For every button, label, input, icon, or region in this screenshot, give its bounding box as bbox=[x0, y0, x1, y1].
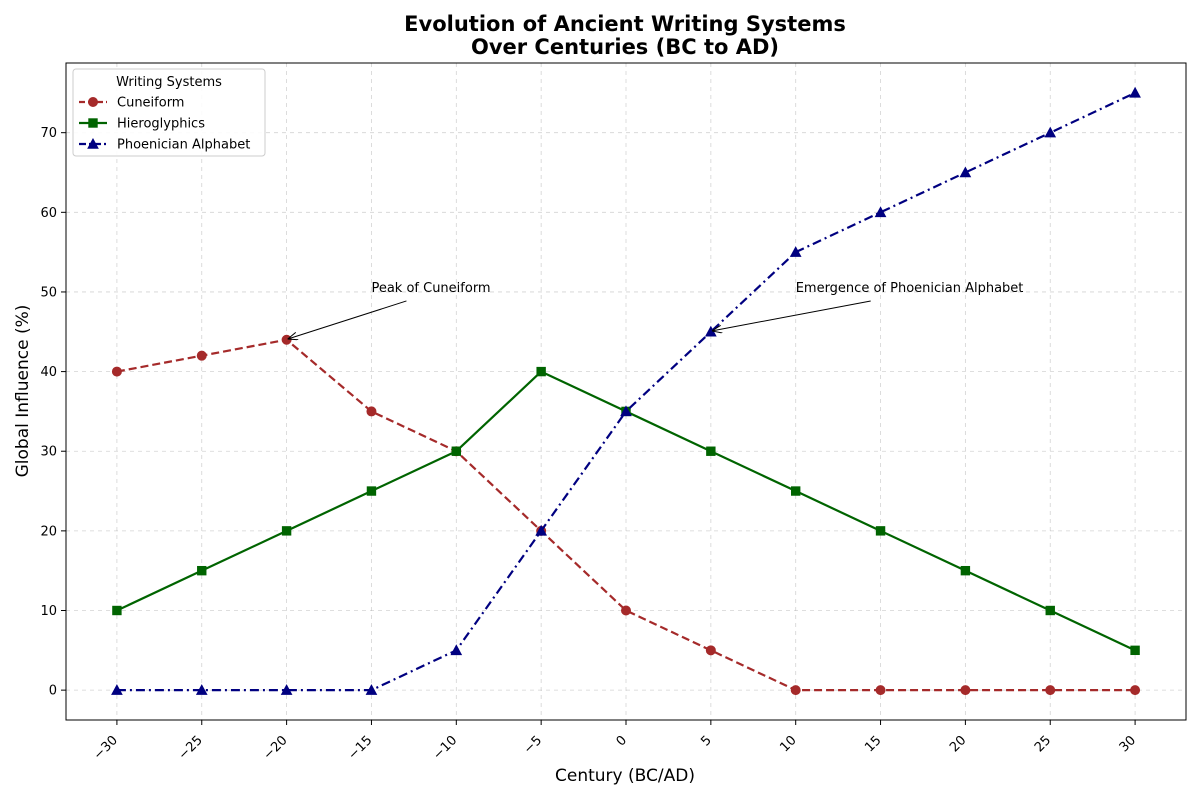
x-tick-label: −10 bbox=[430, 733, 460, 763]
data-point bbox=[621, 605, 631, 616]
data-point bbox=[197, 565, 207, 576]
data-point bbox=[874, 206, 887, 218]
annotation: Emergence of Phoenician Alphabet bbox=[713, 281, 1024, 331]
data-point bbox=[366, 486, 377, 496]
data-point bbox=[280, 684, 293, 695]
legend-label: Cuneiform bbox=[117, 96, 184, 111]
annotations: Peak of Cuneiform Emergence of Phoenician… bbox=[289, 281, 1024, 339]
annotation-text: Peak of Cuneiform bbox=[371, 281, 490, 296]
x-tick-label: 25 bbox=[1032, 733, 1054, 755]
y-tick-label: 30 bbox=[40, 445, 57, 460]
data-point bbox=[535, 524, 547, 536]
x-tick-label: 15 bbox=[862, 733, 884, 755]
annotation-arrow bbox=[289, 300, 407, 339]
data-point bbox=[195, 684, 208, 695]
annotation-arrow bbox=[713, 300, 871, 331]
data-point bbox=[1045, 685, 1056, 696]
data-point bbox=[789, 246, 802, 257]
legend-label: Hieroglyphics bbox=[117, 117, 205, 132]
data-point bbox=[451, 446, 462, 456]
data-point bbox=[281, 334, 292, 345]
data-point bbox=[959, 166, 972, 178]
data-point bbox=[875, 685, 886, 696]
data-point bbox=[706, 446, 716, 456]
data-point bbox=[1130, 685, 1141, 696]
y-tick-label: 0 bbox=[49, 684, 57, 699]
data-point bbox=[875, 526, 886, 536]
y-tick-label: 10 bbox=[40, 604, 57, 619]
axis-ticks: −30 −25 −20 −15 −10 −5 0 5 10 15 20 25 30 0 10 20 30 40 50… bbox=[40, 126, 1139, 763]
annotation-text: Emergence of Phoenician Alphabet bbox=[796, 281, 1024, 296]
data-point bbox=[536, 366, 546, 377]
x-tick-label: −5 bbox=[521, 733, 545, 757]
y-tick-label: 50 bbox=[40, 285, 57, 300]
legend-marker bbox=[88, 118, 98, 128]
data-point bbox=[1130, 645, 1140, 656]
x-tick-label: −25 bbox=[176, 733, 206, 763]
data-point bbox=[1044, 126, 1057, 138]
series-phoenician-alphabet bbox=[111, 86, 1141, 695]
data-point bbox=[111, 366, 122, 377]
data-point bbox=[366, 406, 377, 417]
x-tick-label: −30 bbox=[91, 733, 121, 763]
x-tick-label: 30 bbox=[1117, 733, 1139, 755]
x-tick-label: 0 bbox=[614, 733, 630, 749]
legend-marker bbox=[88, 97, 98, 107]
data-point bbox=[1129, 86, 1141, 98]
grid bbox=[66, 63, 1186, 720]
y-tick-label: 20 bbox=[40, 524, 57, 539]
x-tick-label: 10 bbox=[777, 733, 799, 755]
legend-label: Phoenician Alphabet bbox=[117, 138, 250, 153]
data-point bbox=[620, 405, 632, 417]
x-tick-label: 5 bbox=[698, 733, 714, 749]
data-point bbox=[281, 526, 292, 536]
chart-title-line-1: Evolution of Ancient Writing Systems bbox=[404, 12, 846, 36]
data-point bbox=[365, 684, 378, 695]
data-point bbox=[450, 644, 463, 656]
y-tick-label: 70 bbox=[40, 126, 57, 141]
legend-entries: Cuneiform Hieroglyphics Phoenician Alphabe… bbox=[79, 96, 250, 153]
x-tick-label: −15 bbox=[345, 733, 375, 763]
legend-box bbox=[72, 68, 266, 157]
legend-entry: Phoenician Alphabet bbox=[79, 138, 250, 153]
y-axis-label: Global Influence (%) bbox=[13, 305, 33, 478]
y-tick-label: 40 bbox=[40, 365, 57, 380]
data-point bbox=[111, 684, 123, 695]
data-point bbox=[705, 645, 716, 656]
x-tick-label: −20 bbox=[261, 733, 291, 763]
data-point bbox=[196, 350, 207, 361]
data-point bbox=[790, 685, 801, 696]
annotation: Peak of Cuneiform bbox=[289, 281, 491, 339]
legend-entry: Cuneiform bbox=[79, 96, 184, 111]
data-point bbox=[790, 486, 801, 496]
data-point bbox=[960, 685, 971, 696]
data-point bbox=[960, 565, 971, 576]
data-point bbox=[112, 605, 122, 616]
legend: Writing Systems Cuneiform Hieroglyphics Ph… bbox=[72, 68, 266, 157]
x-axis-label: Century (BC/AD) bbox=[555, 766, 695, 786]
legend-title: Writing Systems bbox=[116, 75, 222, 90]
legend-marker bbox=[87, 137, 99, 149]
chart-title-line-2: Over Centuries (BC to AD) bbox=[471, 35, 779, 59]
y-tick-label: 60 bbox=[40, 206, 57, 221]
legend-entry: Hieroglyphics bbox=[79, 117, 205, 132]
x-tick-label: 20 bbox=[947, 733, 969, 755]
data-point bbox=[1045, 605, 1055, 616]
